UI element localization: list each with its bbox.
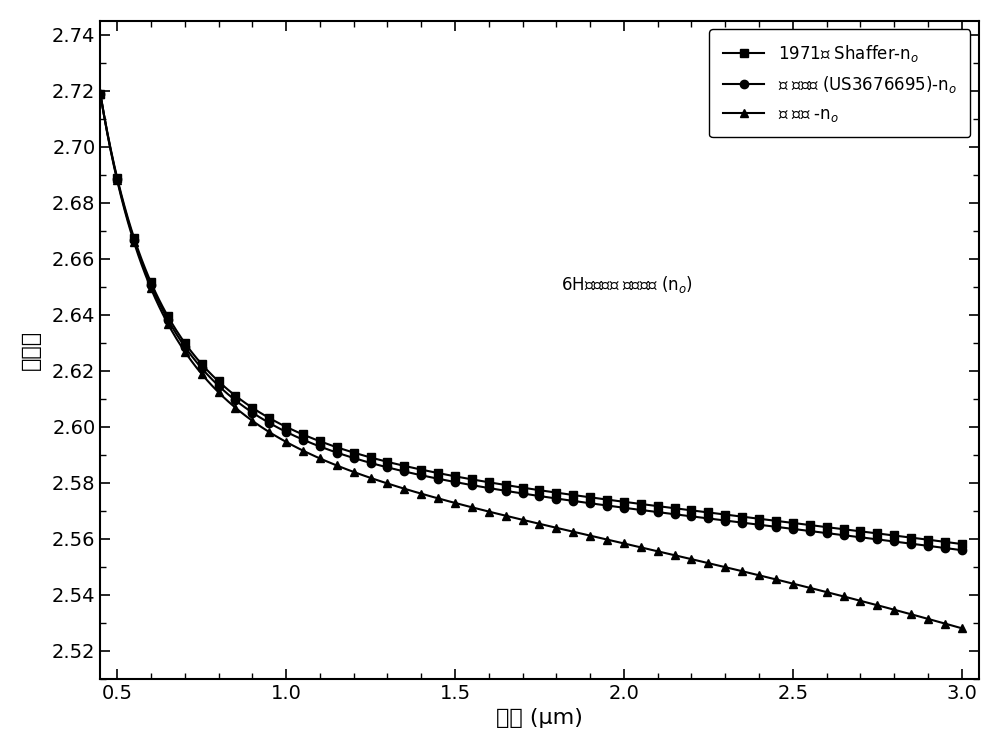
Y-axis label: 折射率: 折射率: [21, 330, 41, 370]
Legend: 1971年 Shaffer-n$_o$, 美 国专利 (US3676695)-n$_o$, 本 发明 -n$_o$: 1971年 Shaffer-n$_o$, 美 国专利 (US3676695)-n…: [709, 29, 970, 137]
X-axis label: 波长 (μm): 波长 (μm): [496, 708, 583, 728]
Text: 6H碳化硅折 射率对比 (n$_o$): 6H碳化硅折 射率对比 (n$_o$): [561, 273, 693, 294]
